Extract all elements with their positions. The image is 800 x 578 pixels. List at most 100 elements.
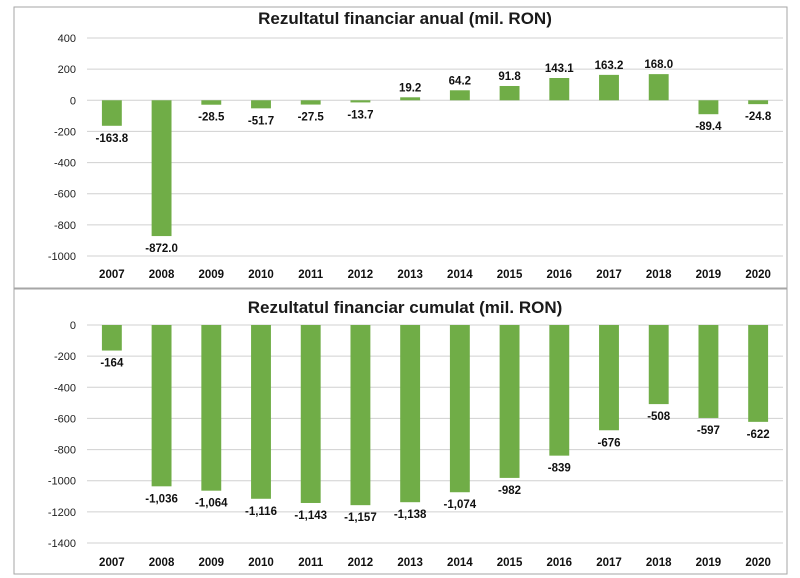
x-tick-label: 2017 [596, 557, 622, 569]
x-tick-label: 2008 [149, 557, 175, 569]
data-label: -163.8 [96, 133, 129, 145]
bar-2008 [151, 325, 172, 487]
bar-2014 [449, 325, 470, 493]
x-tick-label: 2015 [497, 557, 523, 569]
data-label: -676 [597, 437, 620, 449]
x-tick-label: 2012 [348, 557, 374, 569]
x-tick-label: 2017 [596, 269, 622, 281]
x-tick-label: 2007 [99, 269, 125, 281]
data-label: -597 [697, 425, 720, 437]
data-label: 19.2 [399, 82, 421, 94]
x-tick-label: 2020 [745, 557, 771, 569]
data-label: -839 [548, 463, 571, 475]
data-label: -1,074 [444, 499, 477, 511]
y-tick-label: 0 [70, 95, 76, 107]
data-label: -872.0 [145, 243, 178, 255]
data-label: -164 [100, 358, 124, 370]
data-label: 168.0 [644, 59, 673, 71]
annual-result-chart: Rezultatul financiar anual (mil. RON) 400… [13, 6, 788, 289]
bar-2009 [201, 325, 222, 491]
data-label: -1,157 [344, 512, 377, 524]
y-tick-label: -200 [54, 351, 76, 363]
data-label: 64.2 [449, 75, 471, 87]
y-tick-label: 0 [70, 320, 76, 332]
x-tick-label: 2015 [497, 269, 523, 281]
bar-2016 [549, 325, 570, 456]
x-tick-label: 2018 [646, 557, 672, 569]
bar-2016 [549, 78, 570, 101]
x-tick-label: 2009 [198, 269, 224, 281]
bar-2014 [449, 90, 470, 101]
x-tick-label: 2019 [696, 557, 722, 569]
y-tick-label: -400 [54, 158, 76, 170]
y-tick-label: -400 [54, 382, 76, 394]
bar-2010 [251, 325, 271, 499]
x-tick-label: 2011 [298, 557, 324, 569]
data-label: -24.8 [745, 111, 772, 123]
data-label: -51.7 [248, 115, 274, 127]
data-label: -13.7 [347, 109, 373, 121]
x-tick-label: 2018 [646, 269, 672, 281]
data-label: -622 [747, 429, 770, 441]
y-tick-label: -1200 [48, 507, 76, 519]
data-label: -1,064 [195, 498, 228, 510]
bar-2012 [350, 100, 371, 103]
bar-2020 [748, 325, 769, 422]
bar-2017 [599, 74, 619, 101]
x-tick-label: 2011 [298, 269, 324, 281]
bar-2018 [648, 325, 669, 405]
x-tick-label: 2013 [397, 269, 423, 281]
y-tick-label: -1000 [48, 476, 76, 488]
data-label: -1,138 [394, 509, 427, 521]
y-tick-label: -800 [54, 445, 76, 457]
x-tick-label: 2016 [546, 269, 572, 281]
data-label: -28.5 [198, 112, 225, 124]
x-tick-label: 2019 [696, 269, 722, 281]
bar-2012 [350, 325, 371, 506]
bar-2011 [300, 325, 321, 503]
data-label: 143.1 [545, 63, 574, 75]
x-tick-label: 2020 [745, 269, 771, 281]
y-tick-label: -200 [54, 126, 76, 138]
x-tick-label: 2010 [248, 557, 274, 569]
data-label: -982 [498, 485, 521, 497]
bar-2019 [698, 325, 719, 418]
data-label: -89.4 [695, 121, 722, 133]
data-label: -1,116 [245, 506, 277, 518]
cumulative-result-chart: Rezultatul financiar cumulat (mil. RON) 0… [13, 288, 788, 575]
y-tick-label: -600 [54, 189, 76, 201]
bar-2009 [201, 100, 222, 105]
data-label: -508 [647, 411, 671, 423]
data-label: 163.2 [595, 60, 624, 72]
bar-2007 [101, 325, 122, 351]
x-tick-label: 2008 [149, 269, 175, 281]
y-tick-label: -800 [54, 220, 76, 232]
data-label: -27.5 [298, 112, 325, 124]
bar-2007 [101, 100, 122, 126]
x-tick-label: 2010 [248, 269, 274, 281]
x-tick-label: 2007 [99, 557, 125, 569]
chart-panel [13, 6, 788, 289]
chart-title: Rezultatul financiar cumulat (mil. RON) [248, 298, 563, 317]
bar-2019 [698, 100, 719, 115]
y-tick-label: 400 [58, 33, 76, 45]
bar-2013 [400, 325, 421, 503]
data-label: 91.8 [498, 71, 521, 83]
x-tick-label: 2016 [546, 557, 572, 569]
bar-2010 [251, 100, 271, 109]
bar-2017 [599, 325, 619, 431]
x-tick-label: 2012 [348, 269, 374, 281]
data-label: -1,036 [145, 493, 178, 505]
bar-2013 [400, 97, 421, 101]
chart-title: Rezultatul financiar anual (mil. RON) [258, 9, 552, 28]
bar-2020 [748, 100, 769, 105]
bar-2008 [151, 100, 172, 237]
y-tick-label: 200 [58, 64, 76, 76]
y-tick-label: -600 [54, 413, 76, 425]
bar-2018 [648, 74, 669, 101]
x-tick-label: 2014 [447, 269, 473, 281]
x-tick-label: 2014 [447, 557, 473, 569]
bar-2015 [499, 325, 520, 478]
y-tick-label: -1400 [48, 538, 76, 550]
